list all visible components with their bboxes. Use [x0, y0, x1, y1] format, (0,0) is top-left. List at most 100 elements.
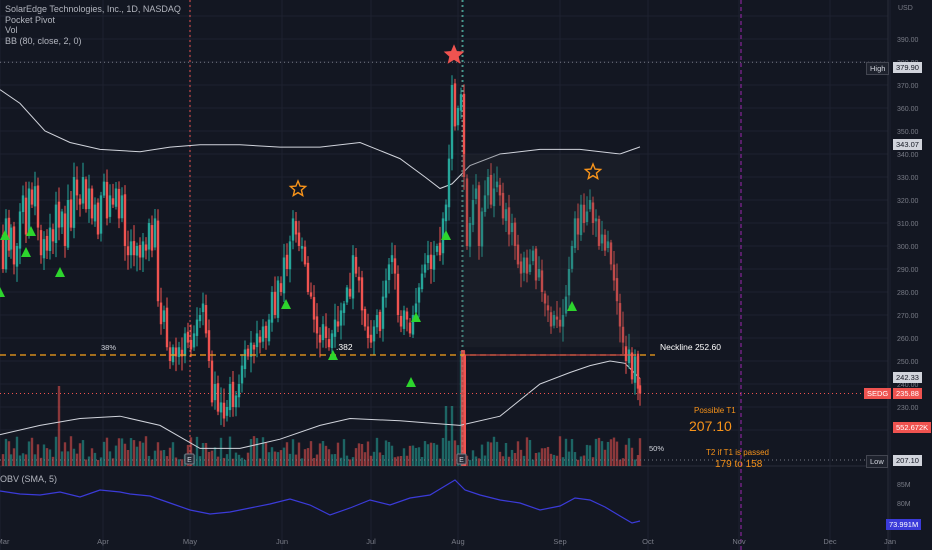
- star-outline-icon: [583, 162, 603, 180]
- price-tick: 370.00: [897, 83, 919, 90]
- volume-bar: [168, 447, 172, 466]
- volume-bar: [591, 457, 595, 466]
- candle-body: [621, 326, 625, 343]
- candle-body: [201, 303, 205, 313]
- volume-bar: [171, 442, 175, 466]
- candle-body: [435, 246, 439, 252]
- volume-bar: [369, 455, 373, 466]
- volume-bar: [246, 452, 250, 466]
- candle-body: [606, 241, 610, 248]
- candle-body: [477, 185, 481, 246]
- candle-body: [126, 246, 130, 256]
- candle-body: [246, 348, 250, 357]
- volume-bars: [1, 350, 642, 466]
- candle-body: [498, 184, 502, 196]
- legend-pocket-pivot[interactable]: Pocket Pivot: [5, 14, 56, 25]
- volume-bar: [420, 457, 424, 466]
- candle-body: [462, 93, 466, 177]
- candle-body: [522, 257, 526, 273]
- candle-body: [252, 344, 256, 350]
- candle-body: [618, 303, 622, 327]
- candle-body: [387, 264, 391, 281]
- candle-body: [516, 244, 520, 265]
- candle-body: [150, 225, 154, 251]
- volume-bar: [638, 438, 642, 466]
- candle-body: [228, 384, 232, 411]
- candle-body: [249, 342, 253, 357]
- candle-body: [219, 402, 223, 413]
- legend-bollinger[interactable]: BB (80, close, 2, 0): [5, 35, 82, 46]
- candle-body: [165, 307, 169, 348]
- candle-body: [273, 291, 277, 315]
- candle-body: [561, 315, 565, 327]
- pocket-pivot-marker: [0, 287, 5, 297]
- candle-body: [66, 200, 70, 248]
- volume-bar: [357, 443, 361, 466]
- legend-title[interactable]: SolarEdge Technologies, Inc., 1D, NASDAQ: [5, 4, 181, 14]
- candle-body: [558, 319, 562, 327]
- candle-body: [600, 234, 604, 244]
- obv-legend[interactable]: OBV (SMA, 5): [0, 474, 58, 484]
- candle-body: [7, 217, 11, 251]
- candle-body: [588, 200, 592, 210]
- volume-bar: [447, 440, 451, 466]
- candle-body: [51, 229, 55, 242]
- volume-bar: [570, 439, 574, 466]
- volume-bar: [21, 453, 25, 466]
- volume-bar: [528, 440, 532, 466]
- volume-bar: [585, 444, 589, 466]
- candle-body: [276, 280, 280, 318]
- volume-bar: [18, 455, 22, 466]
- candle-body: [30, 189, 34, 205]
- candle-body: [132, 241, 136, 256]
- price-tick: 280.00: [897, 290, 919, 297]
- candle-body: [288, 241, 292, 270]
- price-tick: 320.00: [897, 198, 919, 205]
- volume-bar: [504, 442, 508, 466]
- volume-bar: [564, 438, 568, 466]
- volume-bar: [306, 448, 310, 466]
- volume-bar: [399, 456, 403, 466]
- volume-bar: [4, 438, 8, 466]
- volume-bar: [543, 448, 547, 466]
- volume-bar: [465, 455, 469, 466]
- candle-body: [279, 283, 283, 292]
- candle-body: [300, 246, 304, 249]
- volume-bar: [327, 449, 331, 466]
- volume-bar: [234, 452, 238, 466]
- candle-body: [108, 195, 112, 217]
- star-markers: [288, 44, 603, 197]
- volume-bar: [618, 459, 622, 466]
- t1-value-label: 207.10: [689, 418, 732, 434]
- candle-body: [231, 381, 235, 407]
- volume-bar: [309, 441, 313, 466]
- volume-bar: [603, 449, 607, 466]
- candle-body: [594, 218, 598, 222]
- volume-bar: [378, 452, 382, 466]
- volume-bar: [15, 436, 19, 466]
- legend-volume[interactable]: Vol: [5, 25, 18, 35]
- candle-body: [48, 227, 52, 252]
- volume-bar: [162, 449, 166, 466]
- candle-body: [141, 241, 145, 258]
- pocket-pivot-marker: [406, 377, 416, 387]
- candle-body: [261, 326, 265, 342]
- candle-body: [27, 188, 31, 235]
- volume-bar: [96, 459, 100, 466]
- volume-bar: [279, 450, 283, 466]
- currency-label: USD: [898, 5, 913, 12]
- volume-bar: [411, 445, 415, 466]
- volume-bar: [81, 440, 85, 466]
- volume-bar: [414, 447, 418, 466]
- price-axis[interactable]: 220.00230.00240.00250.00260.00270.00280.…: [897, 37, 919, 435]
- price-tick: 340.00: [897, 152, 919, 159]
- candle-body: [309, 292, 313, 297]
- volume-bar: [423, 441, 427, 466]
- candle-body: [60, 211, 64, 228]
- volume-bar: [366, 441, 370, 466]
- time-axis[interactable]: Mar Apr May Jun Jul Aug Sep Oct Nov Dec Jan: [0, 537, 896, 546]
- candle-body: [153, 218, 157, 248]
- volume-bar: [336, 442, 340, 466]
